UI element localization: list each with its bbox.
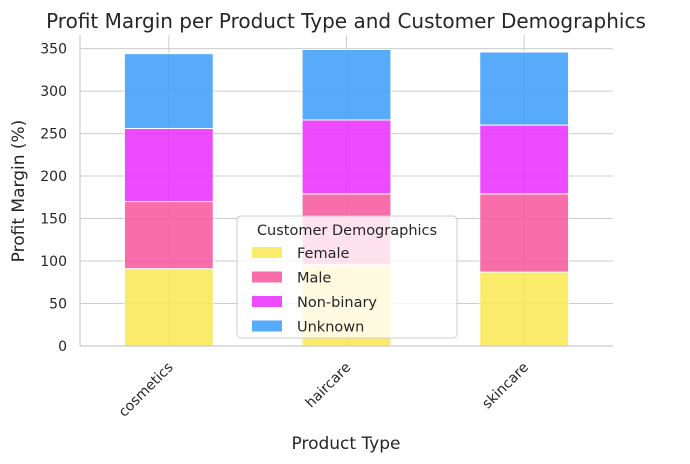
bar-segment [479,271,570,347]
bar-segment [123,53,214,129]
x-tick-label: haircare [303,360,355,412]
legend-label: Female [297,246,350,262]
y-tick-label: 50 [49,297,67,313]
y-tick-label: 150 [40,212,67,228]
y-axis-title: Profit Margin (%) [9,120,29,263]
y-tick-label: 300 [40,84,67,100]
legend-label: Male [297,271,331,287]
bars [123,48,570,347]
legend-items: Female Male Non-binary Unknown [252,246,377,336]
legend-label: Unknown [297,320,364,336]
y-tick-label: 200 [40,169,67,185]
bar-segment [123,127,214,203]
legend-swatch [252,296,282,307]
chart-title: Profit Margin per Product Type and Custo… [46,9,646,33]
legend-swatch [252,320,282,332]
legend-frame [236,215,458,339]
y-ticks: 0 50 100 150 200 250 300 350 [40,42,67,355]
bar-segment [123,268,214,347]
legend-swatch [252,247,282,258]
y-tick-label: 0 [58,339,67,355]
y-tick-label: 100 [40,254,67,270]
legend-swatch [252,271,282,283]
bar-segment [479,193,570,273]
legend-label: Non-binary [297,295,377,311]
bar-segment [301,48,392,121]
x-tick-label: cosmetics [116,360,177,421]
bar-segment [301,119,392,195]
x-tick-label: skincare [479,360,532,413]
y-tick-label: 250 [40,127,67,143]
bar-segment [479,51,570,126]
legend: Customer Demographics Female Male Non-bina… [236,215,458,339]
bar-segment [123,201,214,270]
axes [79,35,613,347]
legend-title: Customer Demographics [257,223,437,239]
x-ticks: cosmetics haircare skincare [116,360,532,421]
bar-segment [479,124,570,195]
y-tick-label: 350 [40,42,67,58]
x-axis-title: Product Type [292,434,401,454]
